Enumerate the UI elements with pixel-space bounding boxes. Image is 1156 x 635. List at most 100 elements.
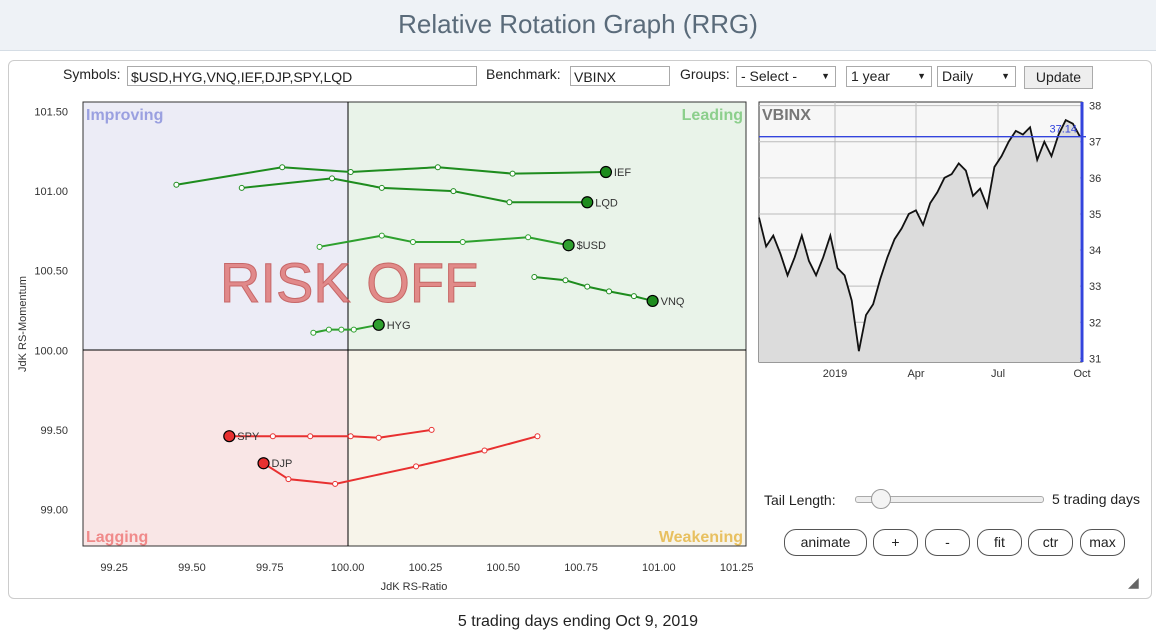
footer-caption: 5 trading days ending Oct 9, 2019 [457,613,699,630]
tail-point [606,288,613,295]
tail-point [378,232,385,239]
price-area [759,120,1080,362]
y-tick-label: 99.00 [40,504,68,516]
fit-button[interactable]: fit [977,529,1022,556]
tail-length-slider-handle[interactable] [871,489,891,509]
price-tick-label: 31 [1089,353,1101,365]
series-head-marker [646,294,659,308]
y-tick-label: 99.50 [40,425,68,437]
series-label: $USD [577,240,606,252]
price-line [758,118,1081,352]
groups-select[interactable]: - Select - ▼ [736,66,836,87]
tail-point [534,433,541,440]
x-tick-label: 100.50 [486,562,520,574]
quadrant-leading [348,102,746,350]
improving-label: Improving [86,107,163,124]
tail-point [347,169,354,176]
series-head-marker [562,239,575,252]
series-head-marker [223,430,236,443]
groups-value: - Select - [741,68,798,84]
period-select[interactable]: 1 year ▼ [846,66,932,87]
tail-point [409,239,416,246]
chevron-down-icon: ▼ [821,71,830,81]
tail-point [325,326,332,333]
series-label: LQD [595,197,618,209]
y-tick-label: 101.50 [34,107,68,119]
tail-point [413,463,420,470]
tail-point [279,164,286,171]
series-label: HYG [387,320,411,332]
leading-label: Leading [682,107,743,124]
frequency-select[interactable]: Daily ▼ [937,66,1016,87]
y-axis-label: JdK RS-Momentum [17,276,29,372]
groups-label: Groups: [680,66,730,82]
tail-point [428,426,435,433]
benchmark-input[interactable]: VBINX [570,66,670,86]
resize-handle-icon[interactable]: ◢ [1128,574,1139,590]
quadrant-improving [83,102,348,350]
tail-point [238,184,245,191]
update-button[interactable]: Update [1024,66,1093,89]
plot-frame [82,101,747,547]
price-tick-label: 34 [1089,245,1101,257]
symbols-input[interactable]: $USD,HYG,VNQ,IEF,DJP,SPY,LQD [127,66,477,86]
tail-point [509,170,516,177]
chevron-down-icon: ▼ [917,71,926,81]
benchmark-chart-title: VBINX [762,107,811,124]
tail-point [531,274,538,281]
zoom-in-button[interactable]: + [873,529,918,556]
zoom-out-button[interactable]: - [925,529,970,556]
tail-length-value: 5 trading days [1052,491,1140,507]
tail-point [173,181,180,188]
x-tick-label: 100.25 [409,562,443,574]
series-label: SPY [237,431,260,443]
chevron-down-icon: ▼ [1001,71,1010,81]
date-tick-label: 2019 [823,368,847,380]
quadrant-weakening [348,350,746,546]
x-tick-label: 101.00 [642,562,676,574]
price-tick-label: 32 [1089,317,1101,329]
last-price-label: 37.14 [1049,124,1077,136]
benchmark-label: Benchmark: [486,66,561,82]
animate-button[interactable]: animate [784,529,867,556]
x-tick-label: 99.75 [256,562,284,574]
y-tick-label: 100.00 [34,345,68,357]
risk-off-annotation: RISK OFF [220,251,478,314]
tail-point [434,164,441,171]
weakening-label: Weakening [659,529,743,546]
date-tick-label: Apr [907,368,924,380]
lagging-label: Lagging [86,529,148,546]
price-tick-label: 37 [1089,137,1101,149]
tail-point [316,243,323,250]
x-axis-label: JdK RS-Ratio [381,581,448,593]
max-button[interactable]: max [1080,529,1125,556]
tail-point [269,433,276,440]
tail-point [285,476,292,483]
tail-point [630,293,637,300]
tail-point [350,326,357,333]
tail-point [310,329,317,336]
tail-point [329,175,336,182]
tail-point [506,199,513,206]
series-label: DJP [272,458,293,470]
series-label: IEF [614,167,631,179]
tail-point [347,433,354,440]
tail-point [375,434,382,441]
x-tick-label: 100.75 [564,562,598,574]
tail-point [525,234,532,241]
x-tick-label: 101.25 [720,562,754,574]
tail-length-slider[interactable] [855,496,1044,503]
x-tick-label: 99.50 [178,562,206,574]
center-button[interactable]: ctr [1028,529,1073,556]
tail-point [450,188,457,195]
x-tick-label: 99.25 [100,562,128,574]
price-tick-label: 36 [1089,173,1101,185]
tail-point [307,433,314,440]
quadrant-lagging [83,350,348,546]
series-head-marker [599,165,613,179]
tail-point [584,283,591,290]
period-value: 1 year [851,68,890,84]
price-tick-label: 38 [1089,101,1101,113]
series-head-marker [257,457,270,470]
